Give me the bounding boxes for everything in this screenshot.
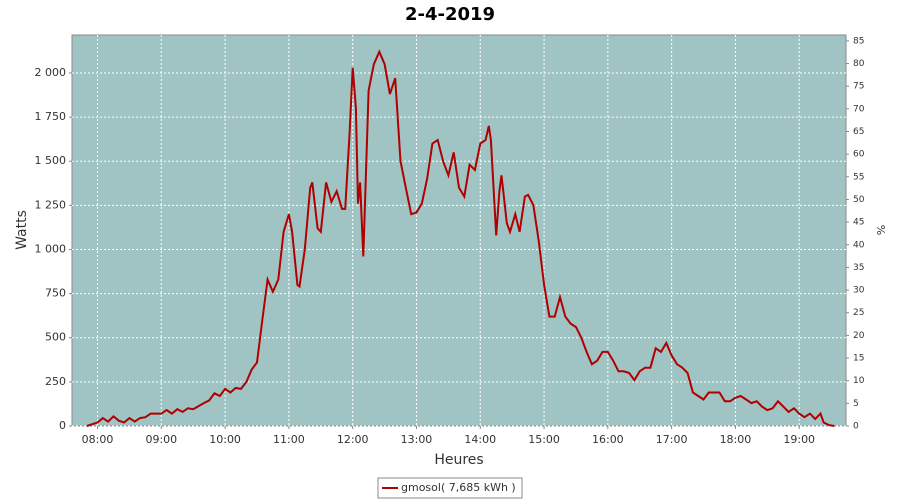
- chart-title: 2-4-2019: [405, 4, 495, 25]
- y-tick-label: 2 000: [35, 66, 67, 79]
- y-tick-label: 1 000: [35, 242, 67, 255]
- x-tick-label: 08:00: [82, 433, 114, 446]
- y-axis-label: Watts: [14, 210, 30, 250]
- y-tick-label: 0: [59, 419, 66, 432]
- y-tick-label: 250: [45, 375, 66, 388]
- x-tick-label: 11:00: [273, 433, 305, 446]
- x-tick-label: 15:00: [528, 433, 560, 446]
- y2-tick-label: 70: [853, 104, 865, 114]
- y2-tick-label: 10: [853, 376, 865, 386]
- y2-tick-label: 15: [853, 354, 864, 364]
- y2-tick-label: 0: [853, 422, 859, 432]
- y-tick-label: 500: [45, 331, 66, 344]
- data-line: [86, 49, 835, 427]
- y2-tick-label: 50: [853, 195, 865, 205]
- x-tick-label: 13:00: [401, 433, 433, 446]
- legend-box: [377, 477, 523, 499]
- x-tick-label: 09:00: [145, 433, 177, 446]
- x-tick-label: 12:00: [337, 433, 369, 446]
- y2-tick-label: 65: [853, 127, 864, 137]
- x-tick-label: 18:00: [720, 433, 752, 446]
- legend-label: gmosol( 7,685 kWh ): [401, 481, 516, 494]
- y2-tick-label: 55: [853, 172, 864, 182]
- y2-tick-label: 25: [853, 308, 864, 318]
- y-tick-label: 1 750: [35, 110, 67, 123]
- y2-tick-label: 5: [853, 399, 859, 409]
- plot-area: [71, 34, 847, 427]
- y2-tick-label: 40: [853, 240, 865, 250]
- x-tick-label: 19:00: [783, 433, 815, 446]
- x-tick-label: 17:00: [656, 433, 688, 446]
- y2-tick-label: 80: [853, 59, 865, 69]
- x-axis-label: Heures: [434, 452, 483, 468]
- x-tick-label: 14:00: [464, 433, 496, 446]
- y-tick-label: 1 250: [35, 198, 67, 211]
- y2-tick-label: 20: [853, 331, 865, 341]
- y2-tick-label: 75: [853, 82, 864, 92]
- x-tick-label: 10:00: [209, 433, 241, 446]
- y2-tick-label: 85: [853, 36, 864, 46]
- y-tick-label: 1 500: [35, 154, 67, 167]
- x-tick-label: 16:00: [592, 433, 624, 446]
- y2-axis-label: %: [875, 225, 888, 235]
- y2-tick-label: 60: [853, 150, 865, 160]
- y2-tick-label: 45: [853, 218, 864, 228]
- y2-tick-label: 30: [853, 286, 865, 296]
- y2-tick-label: 35: [853, 263, 864, 273]
- y-tick-label: 750: [45, 287, 66, 300]
